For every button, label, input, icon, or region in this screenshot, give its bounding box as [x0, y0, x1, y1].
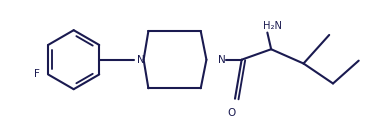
Text: H₂N: H₂N	[263, 21, 282, 31]
Text: O: O	[227, 108, 235, 118]
Text: F: F	[34, 69, 40, 79]
Text: N: N	[137, 55, 145, 65]
Text: N: N	[218, 55, 226, 65]
